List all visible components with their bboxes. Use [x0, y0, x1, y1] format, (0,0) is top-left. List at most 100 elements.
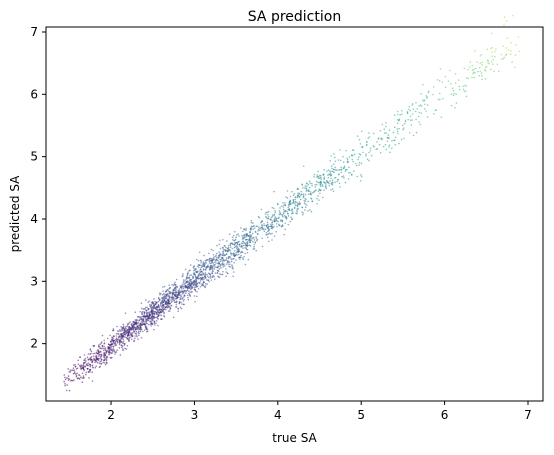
- scatter-point: [89, 352, 92, 355]
- scatter-point: [284, 228, 287, 231]
- scatter-point: [331, 179, 334, 181]
- scatter-point: [107, 343, 110, 346]
- scatter-point: [205, 262, 207, 264]
- scatter-point: [211, 272, 213, 275]
- scatter-point: [465, 90, 467, 92]
- scatter-point: [480, 53, 483, 56]
- scatter-point: [486, 48, 489, 51]
- scatter-point: [288, 205, 290, 207]
- scatter-point: [89, 364, 92, 367]
- scatter-point: [206, 275, 209, 278]
- scatter-point: [122, 349, 124, 352]
- scatter-point: [118, 347, 121, 349]
- scatter-point: [86, 356, 89, 359]
- scatter-point: [249, 231, 251, 234]
- scatter-point: [373, 145, 375, 148]
- scatter-point: [329, 160, 332, 162]
- scatter-point: [111, 343, 113, 345]
- scatter-point: [277, 217, 280, 220]
- scatter-point: [208, 258, 210, 261]
- scatter-point: [230, 253, 233, 256]
- scatter-point: [420, 93, 423, 95]
- scatter-point: [291, 208, 294, 211]
- scatter-point: [339, 186, 341, 188]
- scatter-point: [218, 273, 221, 275]
- scatter-point: [214, 255, 217, 258]
- scatter-point: [450, 93, 453, 95]
- scatter-point: [253, 227, 256, 230]
- scatter-point: [481, 64, 484, 66]
- scatter-point: [287, 223, 290, 226]
- scatter-point: [376, 141, 378, 143]
- scatter-point: [153, 303, 155, 305]
- scatter-point: [128, 340, 130, 343]
- scatter-point: [352, 170, 355, 172]
- scatter-point: [98, 362, 101, 365]
- scatter-point: [232, 234, 235, 237]
- scatter-point: [171, 298, 174, 300]
- scatter-point: [83, 359, 86, 361]
- scatter-point: [287, 213, 289, 215]
- scatter-point: [225, 271, 228, 273]
- scatter-point: [296, 204, 299, 206]
- scatter-point: [91, 366, 94, 368]
- scatter-point: [183, 282, 186, 285]
- scatter-point: [217, 270, 220, 273]
- scatter-point: [401, 109, 403, 112]
- scatter-point: [268, 240, 270, 243]
- scatter-point: [337, 173, 340, 176]
- scatter-point: [96, 358, 99, 361]
- scatter-point: [471, 64, 474, 67]
- scatter-point: [195, 282, 198, 285]
- scatter-point: [178, 291, 181, 293]
- scatter-point: [491, 51, 494, 54]
- scatter-point: [216, 252, 218, 255]
- scatter-point: [64, 378, 67, 381]
- scatter-point: [147, 308, 150, 310]
- scatter-point: [134, 319, 137, 321]
- scatter-point: [319, 183, 322, 186]
- scatter-point: [146, 322, 148, 325]
- scatter-point: [287, 215, 290, 217]
- scatter-point: [175, 290, 178, 293]
- scatter-point: [242, 258, 245, 260]
- scatter-point: [193, 269, 195, 272]
- scatter-point: [185, 278, 188, 280]
- scatter-point: [307, 189, 310, 191]
- scatter-point: [131, 324, 134, 327]
- scatter-point: [273, 213, 276, 215]
- scatter-point: [212, 270, 214, 272]
- scatter-point: [319, 185, 322, 188]
- scatter-point: [407, 108, 410, 110]
- scatter-point: [203, 277, 206, 280]
- scatter-point: [186, 289, 189, 292]
- scatter-point: [513, 66, 516, 69]
- scatter-point: [128, 322, 130, 324]
- scatter-point: [173, 296, 175, 299]
- scatter-point: [297, 194, 299, 197]
- scatter-point: [401, 113, 403, 115]
- scatter-point: [297, 205, 299, 208]
- scatter-point: [165, 297, 168, 300]
- scatter-point: [481, 74, 483, 77]
- scatter-point: [86, 367, 89, 370]
- scatter-point: [179, 289, 181, 292]
- scatter-point: [305, 182, 308, 184]
- scatter-point: [249, 241, 252, 244]
- scatter-point: [308, 186, 311, 189]
- scatter-point: [368, 136, 371, 138]
- scatter-point: [186, 272, 189, 275]
- scatter-point: [207, 264, 209, 267]
- scatter-point: [360, 130, 363, 132]
- scatter-point: [214, 272, 217, 274]
- scatter-point: [393, 126, 396, 129]
- scatter-point: [63, 380, 65, 383]
- scatter-point: [214, 260, 217, 262]
- scatter-point: [159, 313, 161, 316]
- scatter-point: [165, 300, 167, 303]
- scatter-point: [241, 242, 244, 245]
- scatter-point: [282, 206, 285, 208]
- scatter-point: [396, 130, 399, 133]
- scatter-point: [200, 261, 202, 264]
- scatter-point: [208, 280, 210, 283]
